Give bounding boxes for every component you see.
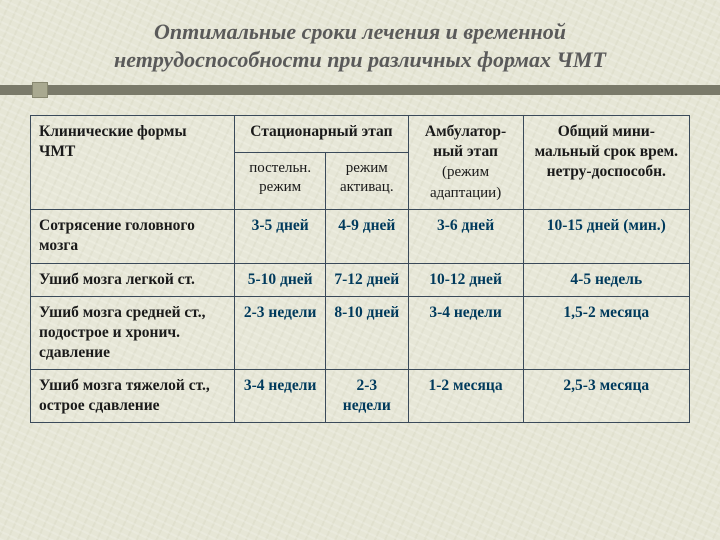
header-clinical-forms: Клинические формы ЧМТ (31, 116, 235, 210)
header-outpatient-l2: (режим адаптации) (430, 164, 501, 201)
row-name: Ушиб мозга тяжелой ст., острое сдавление (31, 370, 235, 423)
table-row: Ушиб мозга тяжелой ст., острое сдавление… (31, 370, 690, 423)
row-name: Ушиб мозга средней ст., подострое и хрон… (31, 296, 235, 369)
cell-value: 5-10 дней (235, 263, 326, 296)
cell-value: 2,5-3 месяца (523, 370, 689, 423)
cell-value: 1,5-2 месяца (523, 296, 689, 369)
slide-title: Оптимальные сроки лечения и временной не… (0, 0, 720, 81)
cell-value: 2-3 недели (235, 296, 326, 369)
cell-value: 2-3 недели (326, 370, 409, 423)
cell-value: 10-15 дней (мин.) (523, 210, 689, 263)
row-name: Сотрясение головного мозга (31, 210, 235, 263)
table-row: Ушиб мозга средней ст., подострое и хрон… (31, 296, 690, 369)
header-inpatient: Стационарный этап (235, 116, 408, 153)
cell-value: 3-4 недели (408, 296, 523, 369)
table-header-row-1: Клинические формы ЧМТ Стационарный этап … (31, 116, 690, 153)
decor-square-icon (32, 82, 48, 98)
cell-value: 3-5 дней (235, 210, 326, 263)
header-total-min: Общий мини-мальный срок врем. нетру-досп… (523, 116, 689, 210)
header-outpatient: Амбулатор-ный этап (режим адаптации) (408, 116, 523, 210)
cell-value: 8-10 дней (326, 296, 409, 369)
treatment-table: Клинические формы ЧМТ Стационарный этап … (30, 115, 690, 423)
cell-value: 3-6 дней (408, 210, 523, 263)
cell-value: 10-12 дней (408, 263, 523, 296)
cell-value: 3-4 недели (235, 370, 326, 423)
cell-value: 4-5 недель (523, 263, 689, 296)
table-row: Сотрясение головного мозга 3-5 дней 4-9 … (31, 210, 690, 263)
cell-value: 1-2 месяца (408, 370, 523, 423)
header-outpatient-l1: Амбулатор-ный этап (425, 123, 506, 160)
table-row: Ушиб мозга легкой ст. 5-10 дней 7-12 дне… (31, 263, 690, 296)
cell-value: 4-9 дней (326, 210, 409, 263)
decor-bar (0, 85, 720, 95)
table-container: Клинические формы ЧМТ Стационарный этап … (0, 95, 720, 423)
header-bed-rest: постельн. режим (235, 152, 326, 210)
header-activation: режим активац. (326, 152, 409, 210)
row-name: Ушиб мозга легкой ст. (31, 263, 235, 296)
cell-value: 7-12 дней (326, 263, 409, 296)
